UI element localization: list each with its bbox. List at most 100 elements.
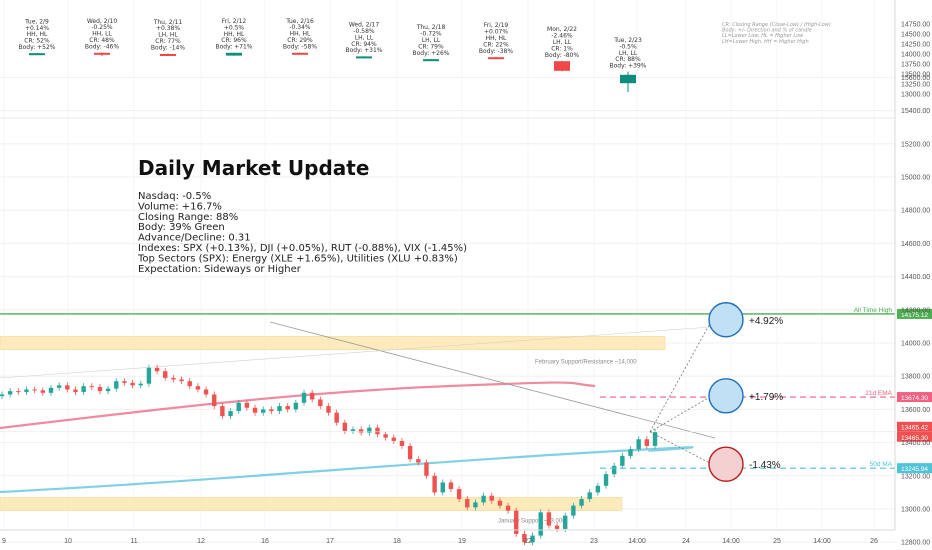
intraday-candle bbox=[407, 445, 413, 460]
intraday-candle bbox=[595, 485, 601, 493]
x-tick-label: 18 bbox=[393, 538, 401, 545]
daily-candle bbox=[488, 57, 504, 60]
daily-stat: -0.72% bbox=[420, 31, 442, 38]
level-tag bbox=[897, 392, 932, 403]
daily-candle bbox=[160, 54, 176, 56]
daily-date: Wed, 2/17 bbox=[349, 22, 380, 29]
intraday-candle bbox=[318, 399, 323, 407]
daily-stat: Body: +39% bbox=[609, 63, 646, 70]
ma50-line bbox=[0, 446, 694, 494]
daily-date: Tue, 2/23 bbox=[613, 37, 642, 44]
daily-stat: CR: 22% bbox=[483, 41, 509, 48]
intraday-candle bbox=[326, 406, 331, 413]
trend-line bbox=[269, 321, 716, 439]
intraday-candle bbox=[579, 499, 584, 506]
daily-stat: Body: +52% bbox=[18, 44, 55, 51]
daily-stat: Body: -46% bbox=[85, 43, 119, 50]
daily-stat: HH, HL bbox=[27, 31, 48, 38]
intraday-candle bbox=[522, 533, 527, 543]
intraday-candle bbox=[432, 475, 437, 493]
projections: +4.92% +1.79% -1.43% bbox=[649, 302, 783, 482]
x-tick-label: 26 bbox=[870, 538, 878, 545]
intraday-candle bbox=[114, 381, 119, 389]
intraday-candle bbox=[448, 482, 454, 490]
daily-stat: Body: -38% bbox=[479, 48, 513, 55]
levels: All Time High 14175.12 21d EMA 13674.30 50d … bbox=[0, 307, 932, 474]
intraday-candle bbox=[301, 392, 307, 403]
intraday-candle bbox=[163, 371, 168, 378]
intraday-candle bbox=[220, 406, 225, 417]
daily-candle bbox=[292, 52, 308, 55]
top-tick-label: 14500.00 bbox=[901, 32, 930, 39]
intraday-candle bbox=[489, 495, 494, 501]
daily-stat: LH, LL bbox=[355, 34, 374, 41]
y-tick-label: 12800.00 bbox=[901, 540, 930, 547]
intraday-candle bbox=[244, 402, 250, 408]
x-tick-label: 14:00 bbox=[722, 538, 740, 545]
intraday-candle bbox=[146, 367, 152, 384]
price-tag bbox=[897, 421, 932, 432]
daily-stat: +0.5% bbox=[224, 24, 245, 31]
intraday-candle bbox=[212, 394, 217, 407]
daily-stat: LH, LL bbox=[553, 39, 572, 46]
intraday-candle bbox=[611, 465, 617, 475]
intraday-candle bbox=[97, 386, 103, 392]
daily-date: Mon, 2/22 bbox=[547, 26, 577, 33]
intraday-candle bbox=[7, 391, 13, 395]
intraday-candle bbox=[636, 439, 641, 450]
intraday-candle bbox=[628, 449, 633, 456]
intraday-candle bbox=[16, 391, 21, 393]
y-tick-label: 14000.00 bbox=[901, 341, 930, 348]
daily-candle bbox=[29, 53, 45, 56]
x-tick-label: 19 bbox=[458, 538, 466, 545]
x-tick-label: 10 bbox=[64, 538, 72, 545]
intraday-candle bbox=[285, 406, 290, 410]
intraday-candle bbox=[514, 510, 519, 534]
intraday-candle bbox=[603, 474, 609, 486]
y-tick-label: 13800.00 bbox=[901, 374, 930, 381]
intraday-candle bbox=[0, 394, 5, 397]
daily-stat: HH, HL bbox=[290, 31, 311, 38]
x-tick-label: 23 bbox=[590, 538, 598, 545]
legend-note-line: LL=Lower Low, HL = Higher Low bbox=[722, 33, 804, 39]
daily-stat: -0.58% bbox=[353, 28, 375, 35]
commentary-line: Top Sectors (SPX): Energy (XLE +1.65%), … bbox=[137, 253, 458, 264]
daily-date: Fri, 2/12 bbox=[222, 18, 247, 25]
intraday-candle bbox=[203, 389, 209, 395]
daily-stat: -0.25% bbox=[91, 24, 113, 31]
channel-line bbox=[0, 325, 726, 379]
intraday-candle bbox=[358, 429, 364, 433]
daily-date: Fri, 2/19 bbox=[484, 22, 509, 29]
y-tick-label: 14200.00 bbox=[901, 307, 930, 314]
level-value: 14175.12 bbox=[901, 312, 928, 319]
intraday-candle bbox=[24, 389, 29, 392]
top-tick-label: 13250.00 bbox=[901, 82, 930, 89]
intraday-candle bbox=[399, 440, 405, 446]
y-tick-label: 15600.00 bbox=[901, 75, 930, 82]
y-tick-label: 13000.00 bbox=[901, 507, 930, 514]
intraday-candle bbox=[571, 505, 576, 516]
support-zone bbox=[0, 497, 623, 511]
intraday-candle bbox=[154, 367, 160, 372]
top-tick-label: 14250.00 bbox=[901, 42, 930, 49]
intraday-candle bbox=[497, 500, 503, 506]
ema21-line bbox=[0, 381, 596, 430]
intraday-candle bbox=[383, 434, 388, 438]
daily-stat: LH, LL bbox=[619, 50, 638, 57]
intraday-candle bbox=[32, 389, 37, 391]
intraday-candle bbox=[620, 455, 625, 466]
intraday-candle bbox=[587, 492, 592, 500]
intraday-candle bbox=[252, 407, 258, 413]
intraday-candle bbox=[122, 381, 127, 383]
intraday-candle bbox=[481, 495, 486, 503]
commentary-line: Volume: +16.7% bbox=[138, 201, 222, 212]
intraday-candle bbox=[187, 381, 192, 387]
intraday-candle bbox=[473, 502, 478, 508]
daily-stat: -0.34% bbox=[289, 24, 311, 31]
intraday-candle bbox=[130, 382, 135, 386]
projection-label: +4.92% bbox=[749, 316, 783, 327]
y-tick-label: 14800.00 bbox=[901, 208, 930, 215]
x-tick-label: 22 bbox=[524, 538, 532, 545]
commentary-line: Nasdaq: -0.5% bbox=[138, 191, 211, 202]
intraday-candle bbox=[456, 489, 462, 500]
